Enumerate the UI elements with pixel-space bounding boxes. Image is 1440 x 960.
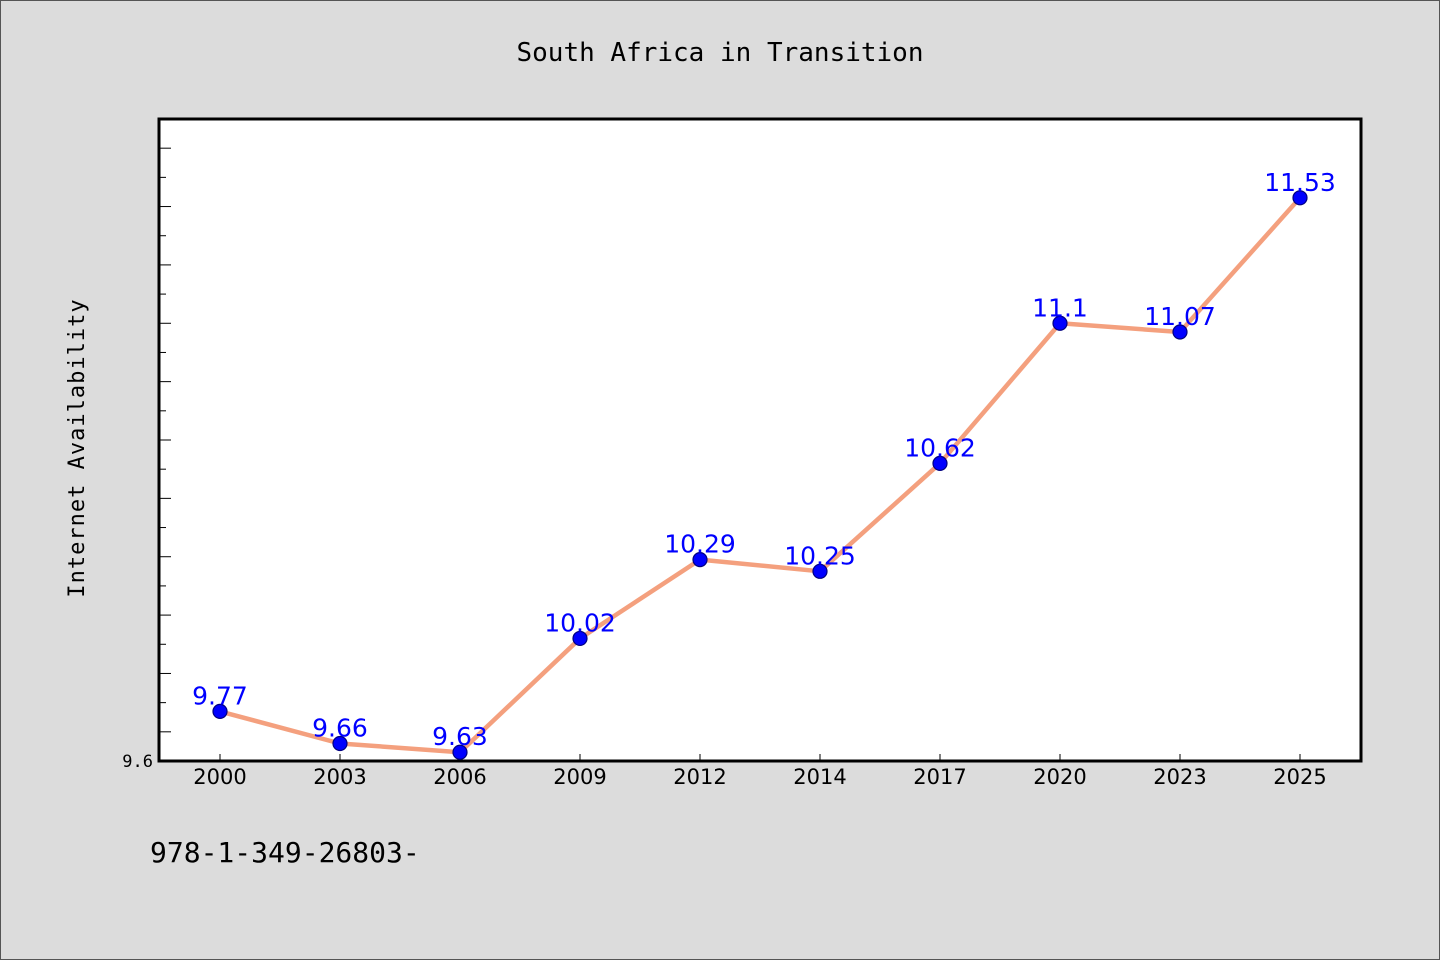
data-label: 10.02 [544, 608, 616, 637]
x-tick-label: 2012 [673, 765, 726, 789]
chart-title: South Africa in Transition [517, 38, 924, 68]
plot-area [157, 117, 1363, 763]
data-label: 10.62 [904, 433, 976, 462]
data-label: 9.66 [312, 713, 368, 742]
data-label-layer: 9.77 9.66 9.63 10.02 10.29 10.25 10.62 11.1 11.0… [192, 168, 1336, 751]
x-tick-label: 2020 [1033, 765, 1086, 789]
data-point-marker [452, 744, 468, 760]
data-label: 10.29 [664, 530, 736, 559]
data-point-marker [212, 703, 228, 719]
data-label: 9.77 [192, 681, 248, 710]
x-tick-label: 2003 [313, 765, 366, 789]
data-label: 11.53 [1264, 168, 1336, 197]
x-tick-label: 2014 [793, 765, 846, 789]
data-point-marker [1292, 190, 1308, 206]
footer-id-text: 978-1-349-26803- [150, 836, 420, 869]
series-line [219, 196, 1302, 755]
data-point-marker [1052, 315, 1068, 331]
data-label: 11.1 [1032, 293, 1088, 322]
y-tick-label: 9.6 [122, 752, 153, 772]
y-axis-ticks: 9.6 [122, 147, 171, 772]
y-axis-label: Internet Availability [65, 298, 90, 597]
data-point-marker [1172, 324, 1188, 340]
x-tick-label: 2017 [913, 765, 966, 789]
series-layer [212, 190, 1308, 760]
data-point-marker [932, 455, 948, 471]
data-label: 10.25 [784, 541, 856, 570]
data-label: 11.07 [1144, 302, 1216, 331]
x-tick-label: 2009 [553, 765, 606, 789]
data-point-marker [692, 552, 708, 568]
data-point-marker [332, 735, 348, 752]
x-tick-label: 2006 [433, 765, 486, 789]
data-label: 9.63 [432, 722, 488, 751]
x-tick-label: 2000 [193, 765, 246, 789]
x-tick-label: 2023 [1153, 765, 1206, 789]
data-point-marker [812, 563, 828, 579]
data-point-marker [572, 630, 588, 647]
x-tick-label: 2025 [1273, 765, 1326, 789]
x-axis-ticks: 2000 2003 2006 2009 2012 2014 2017 2020 2023 2025 [193, 754, 1327, 789]
